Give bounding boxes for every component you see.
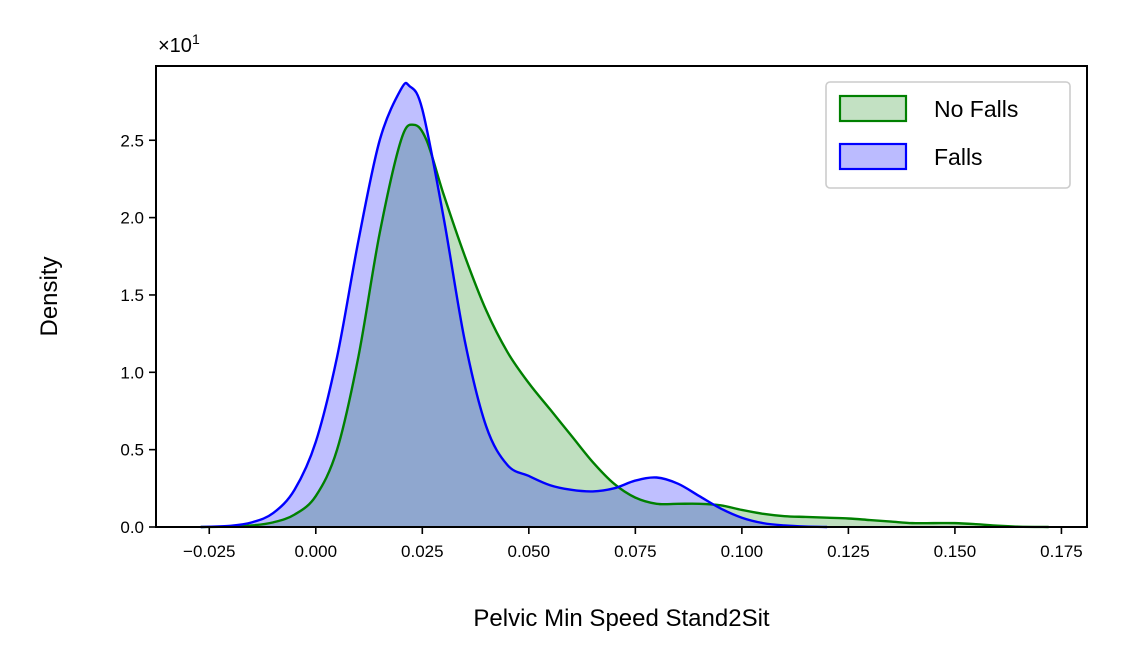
series-lines (200, 81, 1049, 529)
legend: No Falls Falls (825, 81, 1071, 189)
y-axis-label: Density (36, 256, 63, 336)
x-tick-label: 0.100 (721, 542, 764, 561)
series-area-no-falls (200, 124, 1049, 528)
legend-label-falls: Falls (934, 144, 983, 170)
legend-swatch-no-falls (838, 94, 908, 123)
y-offset-base: ×10 (158, 35, 192, 57)
legend-label-no-falls: No Falls (934, 96, 1018, 122)
series-line-falls (200, 81, 828, 529)
x-tick-label: 0.025 (401, 542, 444, 561)
series-line-no-falls (200, 123, 1049, 529)
series-areas (200, 83, 1049, 528)
x-axis: −0.025 0.000 0.025 0.050 0.075 0.100 0.125 0.15… (183, 527, 1083, 561)
x-tick-label: 0.075 (614, 542, 657, 561)
y-tick-label: 2.5 (120, 131, 144, 150)
y-offset-exponent: 1 (192, 31, 200, 47)
x-tick-label: 0.125 (827, 542, 870, 561)
x-tick-label: 0.150 (934, 542, 977, 561)
x-axis-label: Pelvic Min Speed Stand2Sit (473, 605, 770, 632)
y-tick-label: 0.0 (120, 518, 144, 537)
y-tick-label: 0.5 (120, 441, 144, 460)
plot-frame (155, 65, 1088, 528)
y-tick-label: 1.0 (120, 363, 144, 382)
x-tick-label: 0.050 (508, 542, 551, 561)
x-tick-label: −0.025 (183, 542, 235, 561)
y-tick-label: 2.0 (120, 209, 144, 228)
legend-swatch-falls (838, 142, 908, 171)
y-tick-label: 1.5 (120, 286, 144, 305)
x-tick-label: 0.000 (295, 542, 338, 561)
series-area-falls (200, 83, 828, 527)
x-tick-label: 0.175 (1040, 542, 1083, 561)
y-offset-label: ×101 (158, 31, 200, 57)
y-axis: 0.0 0.5 1.0 1.5 2.0 2.5 (120, 131, 156, 537)
